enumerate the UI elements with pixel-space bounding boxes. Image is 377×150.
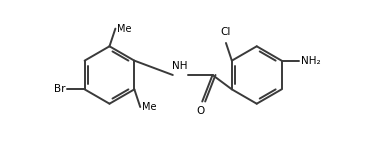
Text: O: O: [197, 106, 205, 116]
Text: Br: Br: [54, 84, 66, 94]
Text: Me: Me: [142, 102, 156, 112]
Text: NH₂: NH₂: [301, 56, 320, 66]
Text: NH: NH: [172, 61, 188, 71]
Text: Me: Me: [117, 24, 131, 34]
Text: Cl: Cl: [221, 27, 231, 37]
